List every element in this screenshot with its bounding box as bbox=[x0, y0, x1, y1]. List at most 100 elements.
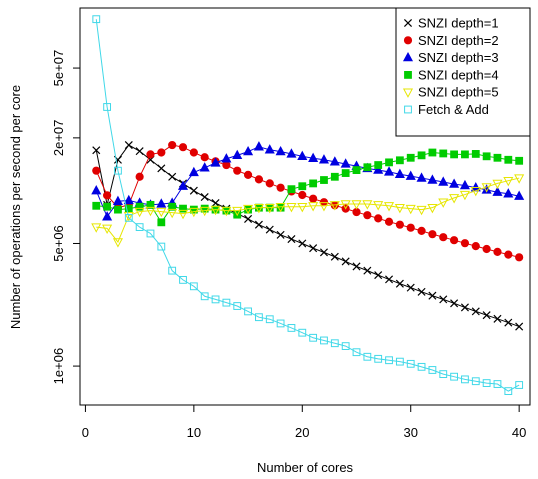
data-point bbox=[471, 242, 480, 251]
data-point bbox=[395, 357, 404, 366]
data-point bbox=[449, 194, 460, 204]
data-point bbox=[177, 209, 189, 220]
data-point bbox=[439, 233, 448, 242]
data-point bbox=[253, 141, 264, 151]
data-point bbox=[515, 322, 524, 331]
data-point bbox=[112, 238, 123, 248]
data-point bbox=[373, 201, 384, 211]
data-point bbox=[297, 150, 308, 161]
series-line bbox=[95, 144, 520, 328]
data-point bbox=[504, 387, 513, 396]
data-point bbox=[298, 182, 307, 191]
data-point bbox=[103, 202, 112, 211]
data-point bbox=[385, 275, 394, 284]
data-point bbox=[395, 156, 404, 165]
data-point bbox=[514, 174, 525, 184]
y-tick-label: 2e+07 bbox=[51, 120, 66, 157]
data-point bbox=[135, 202, 144, 211]
data-point bbox=[318, 154, 330, 164]
data-point bbox=[460, 303, 469, 312]
data-point bbox=[287, 185, 296, 194]
data-point bbox=[146, 200, 155, 209]
data-point bbox=[309, 244, 318, 253]
data-point bbox=[417, 362, 426, 371]
data-point bbox=[199, 162, 210, 172]
data-point bbox=[168, 202, 177, 211]
legend-marker bbox=[404, 105, 412, 114]
data-point bbox=[373, 164, 384, 174]
data-point bbox=[492, 186, 503, 196]
data-point bbox=[92, 15, 101, 24]
data-point bbox=[298, 239, 307, 248]
data-point bbox=[243, 204, 254, 215]
data-point bbox=[385, 356, 393, 365]
x-ticks: 0 10 20 30 40 bbox=[82, 405, 526, 440]
legend-item: SNZI depth=4 bbox=[404, 67, 499, 82]
data-point bbox=[309, 194, 318, 203]
data-point bbox=[178, 143, 188, 152]
series-line bbox=[95, 146, 520, 218]
data-point bbox=[286, 148, 297, 158]
data-point bbox=[417, 151, 426, 160]
y-tick-label: 5e+07 bbox=[51, 50, 66, 87]
data-point bbox=[244, 307, 252, 316]
legend: SNZI depth=1 SNZI depth=2 SNZI depth=3 SNZI… bbox=[395, 7, 531, 137]
legend-box bbox=[395, 7, 531, 137]
data-point bbox=[470, 186, 481, 197]
data-point bbox=[481, 184, 492, 194]
data-point bbox=[287, 324, 296, 332]
data-point bbox=[157, 164, 166, 173]
data-point bbox=[275, 145, 286, 156]
y-axis: 1e+06 5e+06 2e+07 5e+07 bbox=[51, 50, 81, 384]
data-point bbox=[515, 253, 524, 262]
data-point bbox=[157, 242, 166, 251]
data-point bbox=[124, 141, 133, 150]
data-point bbox=[329, 201, 340, 211]
data-point bbox=[352, 348, 361, 357]
y-tick-label: 5e+06 bbox=[51, 225, 66, 262]
x-axis-label: Number of cores bbox=[257, 460, 354, 475]
data-point bbox=[146, 150, 155, 159]
data-point bbox=[123, 194, 134, 205]
series-snzi-depth-3 bbox=[91, 141, 525, 221]
data-point bbox=[450, 299, 459, 308]
data-point bbox=[439, 149, 448, 158]
data-point bbox=[124, 213, 133, 222]
data-point bbox=[135, 147, 144, 156]
data-point bbox=[320, 336, 328, 345]
data-point bbox=[265, 179, 274, 188]
data-point bbox=[493, 247, 502, 256]
data-point bbox=[363, 211, 372, 220]
data-point bbox=[102, 211, 113, 221]
data-point bbox=[135, 172, 144, 181]
series-line bbox=[96, 177, 520, 243]
x-tick-label: 40 bbox=[512, 425, 526, 440]
series-line bbox=[96, 152, 520, 224]
data-point bbox=[449, 178, 460, 188]
data-point bbox=[276, 230, 285, 239]
data-point bbox=[112, 195, 123, 205]
data-point bbox=[394, 168, 405, 178]
data-point bbox=[188, 207, 199, 218]
legend-marker bbox=[403, 36, 413, 45]
data-point bbox=[416, 172, 427, 182]
data-point bbox=[276, 183, 285, 192]
data-point bbox=[114, 205, 122, 214]
data-point bbox=[298, 328, 307, 337]
data-point bbox=[504, 250, 513, 259]
data-point bbox=[145, 206, 156, 217]
data-point bbox=[406, 223, 415, 232]
data-point bbox=[232, 149, 243, 160]
legend-item: SNZI depth=5 bbox=[402, 85, 499, 100]
data-point bbox=[254, 175, 264, 184]
legend-label: SNZI depth=5 bbox=[418, 85, 499, 100]
series-line bbox=[95, 144, 520, 258]
data-point bbox=[428, 230, 437, 239]
data-point bbox=[341, 342, 350, 350]
data-point bbox=[298, 190, 307, 200]
data-point bbox=[156, 198, 167, 208]
data-point bbox=[146, 229, 155, 238]
data-point bbox=[91, 185, 102, 195]
data-point bbox=[493, 153, 502, 162]
data-point bbox=[264, 203, 275, 214]
